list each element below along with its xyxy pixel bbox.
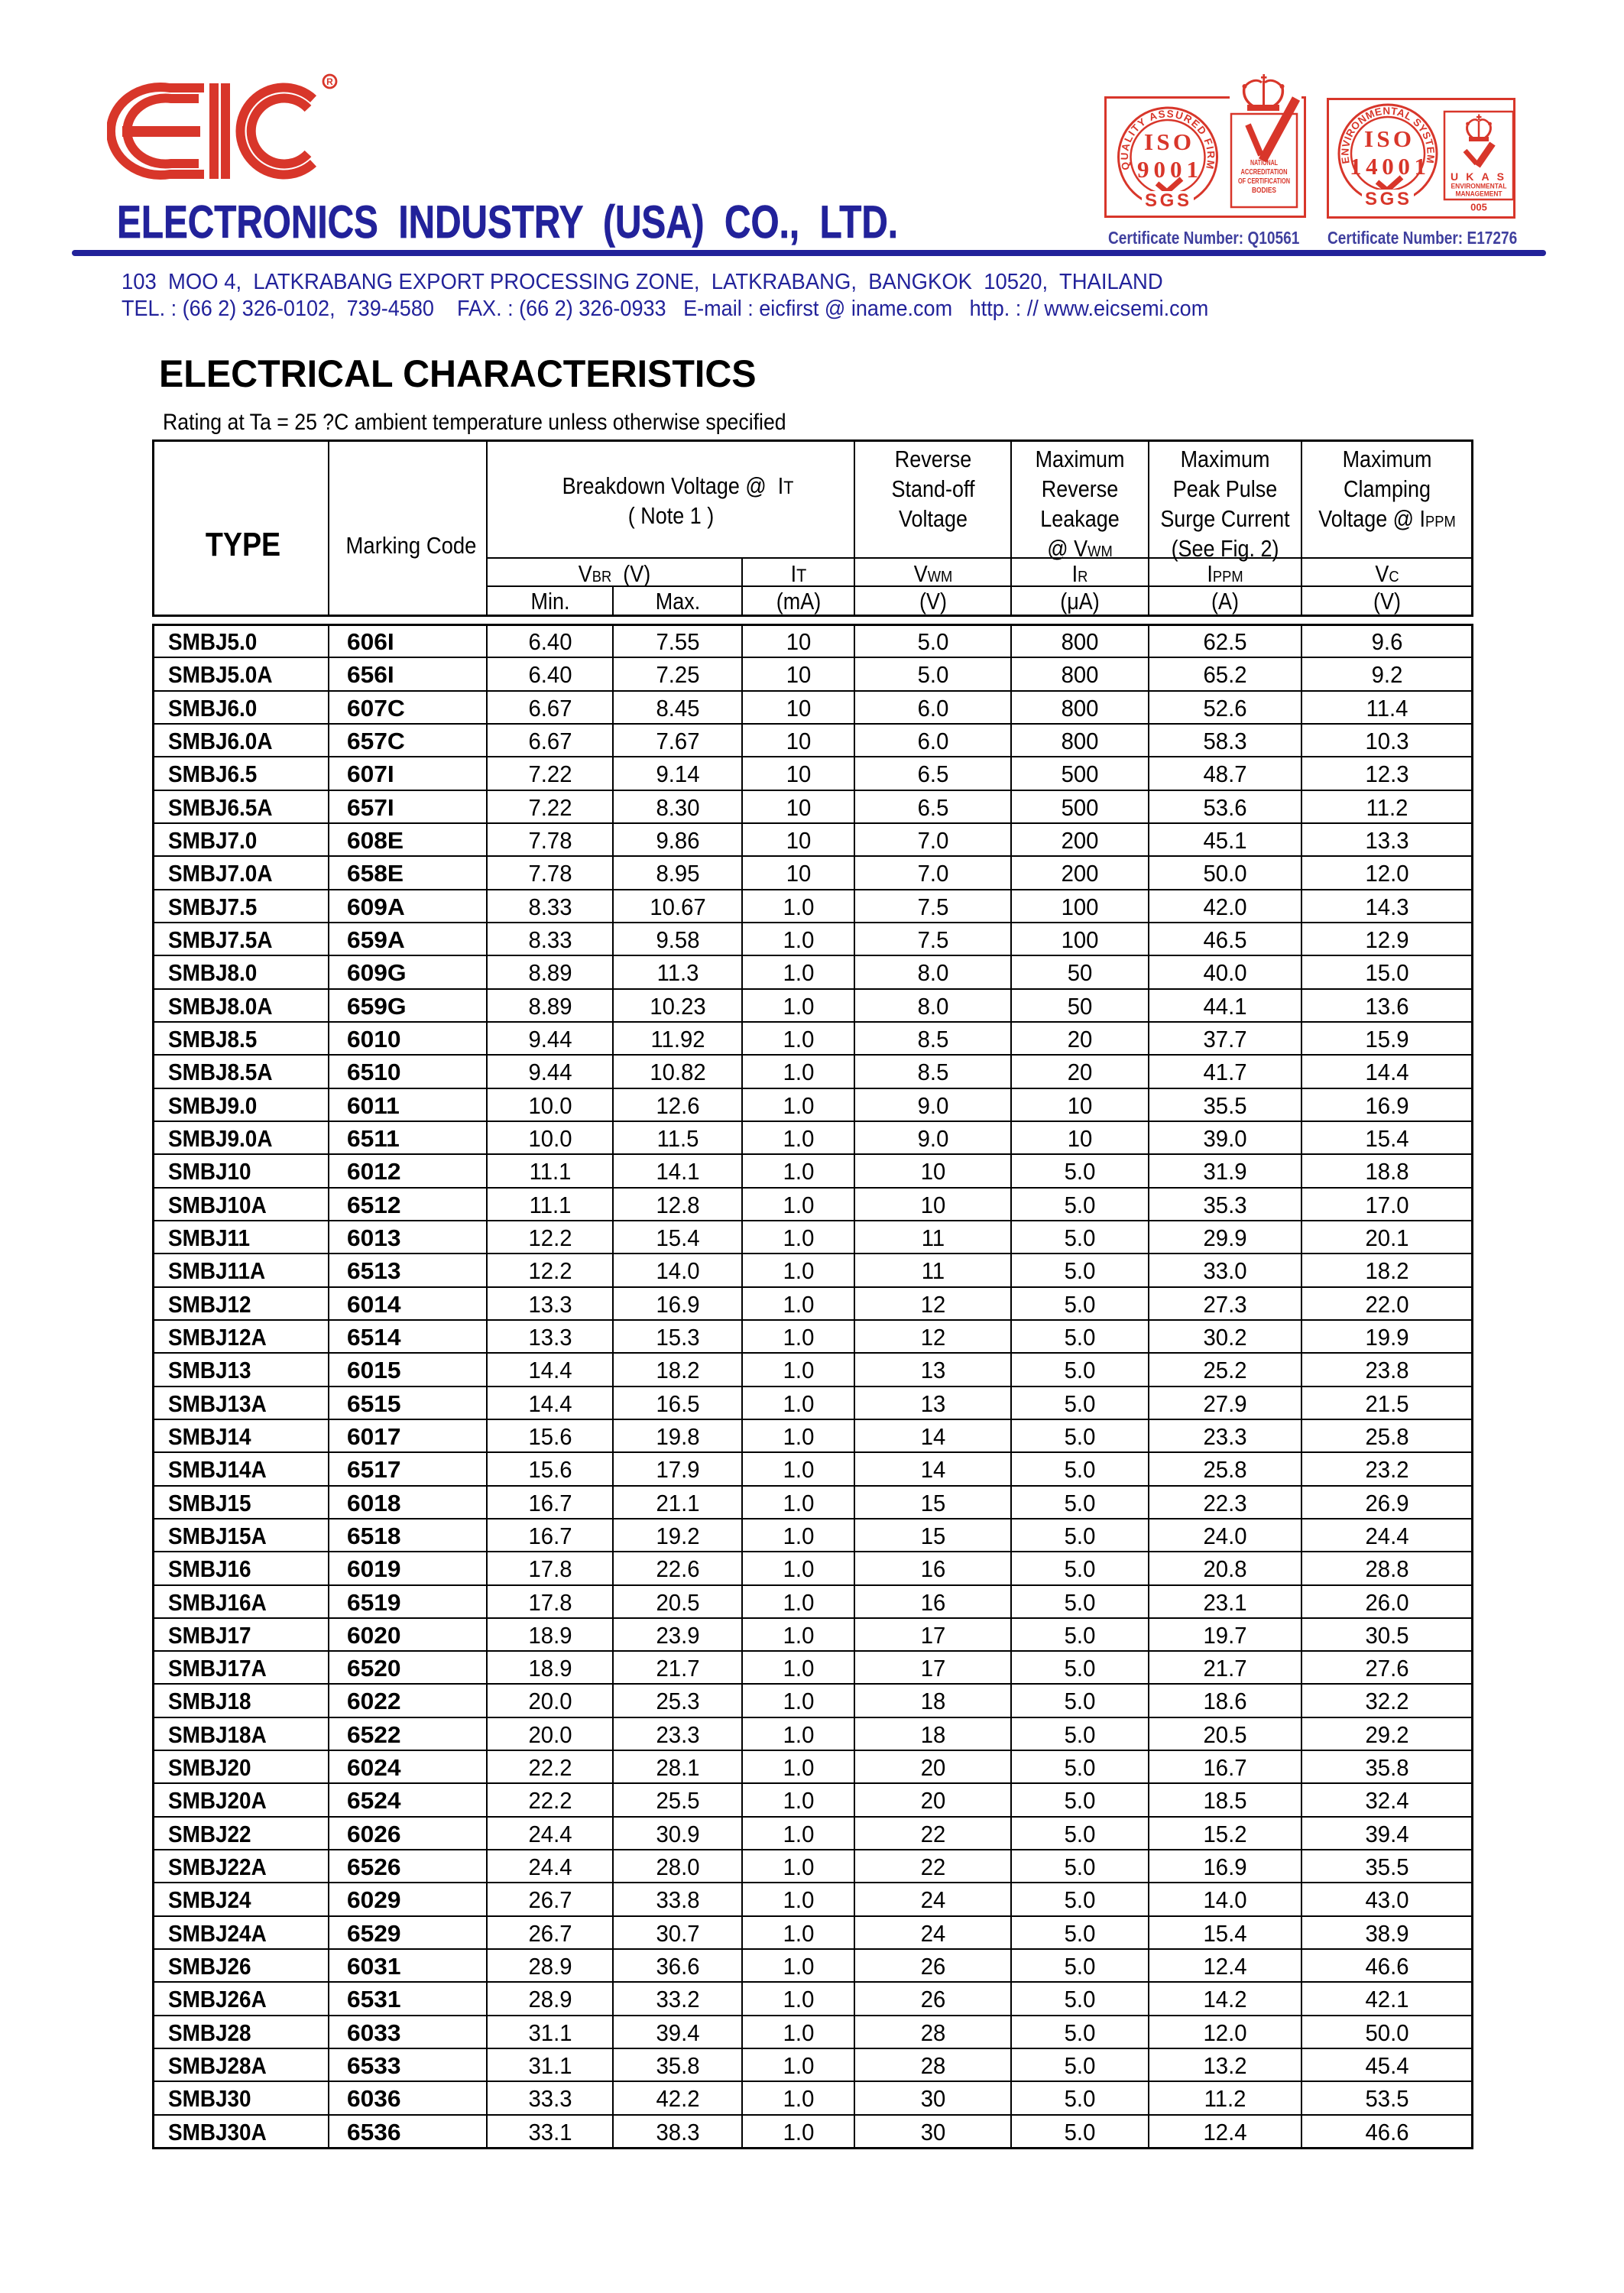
svg-text:SGS: SGS	[1365, 189, 1411, 209]
svg-text:ISO: ISO	[1144, 128, 1191, 155]
svg-text:9001: 9001	[1137, 156, 1198, 183]
svg-text:005: 005	[1470, 202, 1487, 213]
svg-text:BODIES: BODIES	[1252, 186, 1276, 195]
svg-text:R: R	[326, 76, 333, 87]
svg-text:14001: 14001	[1350, 153, 1426, 180]
svg-text:NATIONAL: NATIONAL	[1250, 159, 1278, 167]
svg-text:MANAGEMENT: MANAGEMENT	[1456, 190, 1502, 199]
svg-text:SGS: SGS	[1145, 190, 1191, 211]
svg-text:ISO: ISO	[1364, 125, 1412, 152]
svg-text:ACCREDITATION: ACCREDITATION	[1241, 168, 1288, 177]
svg-text:OF CERTIFICATION: OF CERTIFICATION	[1238, 177, 1290, 186]
svg-text:ENVIRONMENTAL: ENVIRONMENTAL	[1451, 183, 1507, 191]
